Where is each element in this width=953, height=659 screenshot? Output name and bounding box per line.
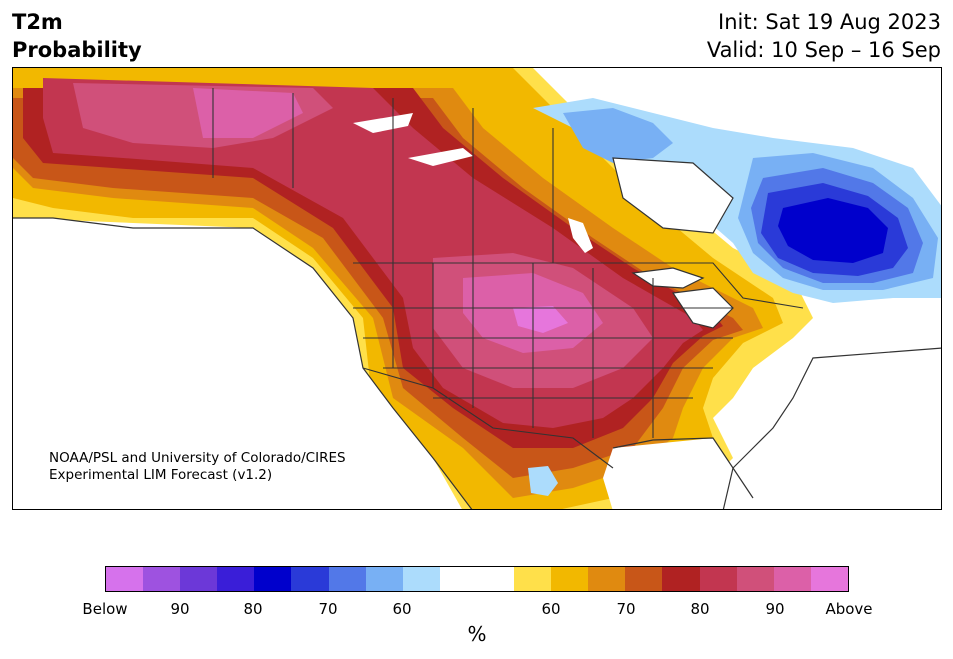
title-line-1: T2m [12, 10, 63, 34]
colorbar-segment [736, 567, 774, 591]
hudson-bay [613, 158, 733, 233]
colorbar-label-above: Above [825, 600, 873, 618]
state-lines-ns [392, 263, 654, 438]
colorbar-segment [328, 567, 366, 591]
init-date: Init: Sat 19 Aug 2023 [718, 10, 941, 34]
credit-line-1: NOAA/PSL and University of Colorado/CIRE… [49, 450, 346, 466]
colorbar-segment [773, 567, 811, 591]
colorbar-label-above-70: 70 [616, 600, 636, 618]
forecast-dates: Init: Sat 19 Aug 2023 Valid: 10 Sep – 16… [707, 8, 941, 64]
colorbar-segment [662, 567, 700, 591]
us-mexico-border [362, 367, 614, 469]
pacific-ocean [13, 218, 462, 509]
valid-range: Valid: 10 Sep – 16 Sep [706, 38, 941, 62]
colorbar-label-below-70: 70 [318, 600, 338, 618]
colorbar-label-below: Below [82, 600, 128, 618]
colorbar [105, 566, 849, 592]
coastlines [13, 157, 941, 509]
colorbar-segment [699, 567, 737, 591]
political-borders [212, 88, 804, 469]
colorbar-segment [810, 567, 848, 591]
colorbar-segment [551, 567, 589, 591]
title-line-2: Probability [12, 38, 142, 62]
colorbar-segment [254, 567, 292, 591]
colorbar-segment [291, 567, 329, 591]
lake-winnipeg [568, 218, 593, 253]
atlantic-ocean [733, 348, 941, 509]
gulf-of-mexico [603, 438, 733, 509]
colorbar-segment [439, 567, 477, 591]
map-title: T2m Probability [12, 8, 142, 64]
colorbar-segment [402, 567, 440, 591]
colorbar-label-below-60: 60 [392, 600, 412, 618]
province-lines [212, 88, 554, 263]
colorbar-segment [625, 567, 663, 591]
colorbar-segment [180, 567, 218, 591]
lake-athabasca [408, 148, 473, 166]
region-below-75 [778, 198, 888, 263]
colorbar-segment [217, 567, 255, 591]
credit-text: NOAA/PSL and University of Colorado/CIRE… [49, 450, 346, 484]
colorbar-segment [514, 567, 552, 591]
colorbar-segment [476, 567, 515, 591]
credit-line-2: Experimental LIM Forecast (v1.2) [49, 467, 273, 483]
colorbar-label-above-60: 60 [541, 600, 561, 618]
region-below-mexico [528, 466, 558, 496]
lake-superior [633, 268, 703, 288]
colorbar-segment [365, 567, 403, 591]
colorbar-label-below-90: 90 [170, 600, 190, 618]
lake-great-slave [353, 113, 413, 133]
region-above-90 [193, 88, 603, 353]
colorbar-segment [106, 567, 144, 591]
colorbar-label-above-90: 90 [765, 600, 785, 618]
colorbar-label-below-80: 80 [243, 600, 263, 618]
state-lines-ew [353, 307, 733, 399]
colorbar-unit: % [467, 622, 487, 646]
colorbar-segment [588, 567, 626, 591]
map-svg [13, 68, 941, 509]
probability-map [12, 67, 942, 510]
region-above-95 [513, 306, 568, 333]
colorbar-label-above-80: 80 [690, 600, 710, 618]
colorbar-segment [143, 567, 181, 591]
